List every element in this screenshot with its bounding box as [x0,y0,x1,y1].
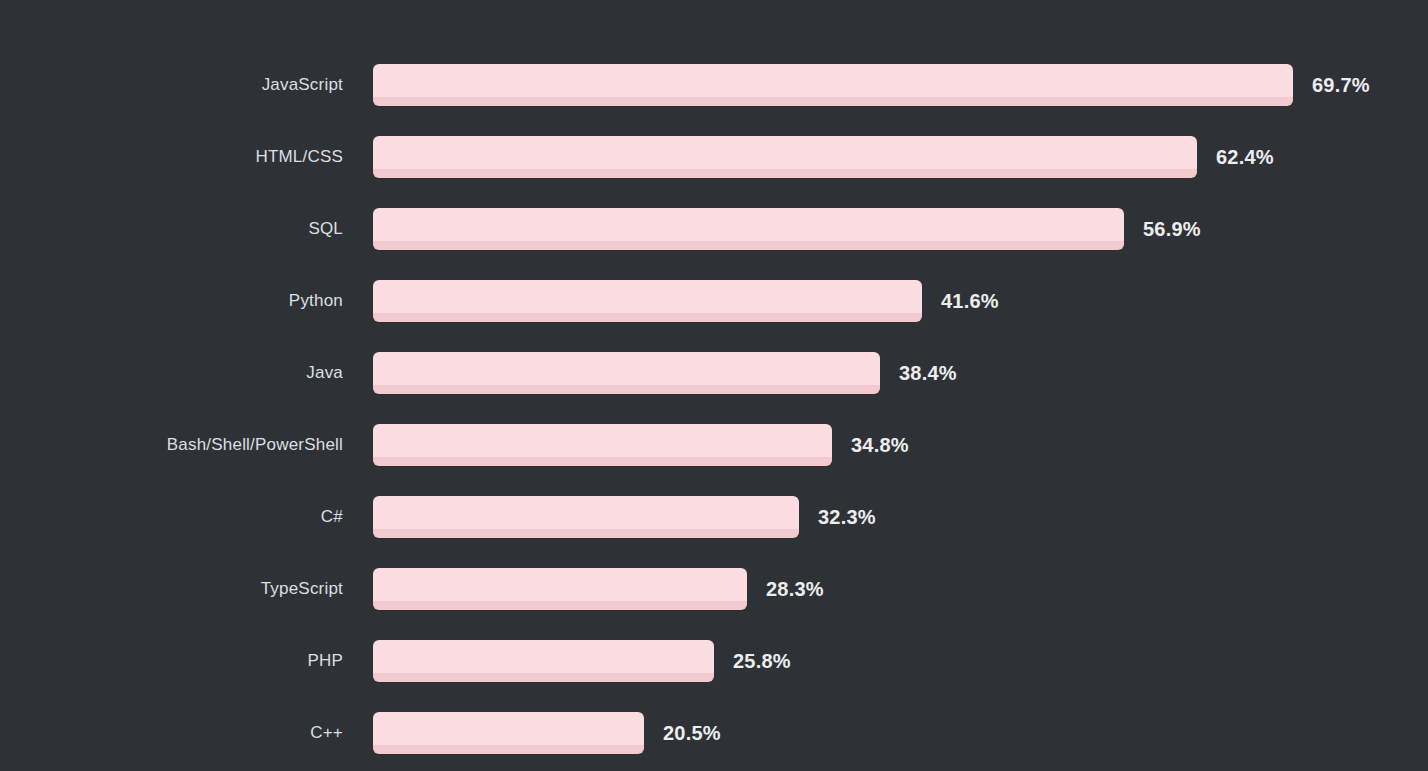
bar-row: JavaScript 69.7% [0,49,1428,121]
value-label: 62.4% [1216,146,1274,169]
category-label: SQL [0,219,343,239]
value-label: 69.7% [1312,74,1370,97]
bar-track: 28.3% [373,568,824,610]
category-label: Java [0,363,343,383]
bar-track: 32.3% [373,496,876,538]
value-label: 25.8% [733,650,791,673]
bar-row: Python 41.6% [0,265,1428,337]
bar-track: 62.4% [373,136,1274,178]
category-label: C# [0,507,343,527]
bar-row: Bash/Shell/PowerShell 34.8% [0,409,1428,481]
bar [373,136,1197,178]
bar-row: C++ 20.5% [0,697,1428,769]
chart-background: JavaScript 69.7% HTML/CSS 62.4% SQL 56.9% Pyth… [0,0,1428,771]
category-label: Bash/Shell/PowerShell [0,435,343,455]
category-label: Python [0,291,343,311]
value-label: 20.5% [663,722,721,745]
bar [373,64,1293,106]
bar-track: 69.7% [373,64,1370,106]
bar-row: Java 38.4% [0,337,1428,409]
bar-track: 38.4% [373,352,957,394]
value-label: 32.3% [818,506,876,529]
bar-chart: JavaScript 69.7% HTML/CSS 62.4% SQL 56.9% Pyth… [0,49,1428,769]
bar [373,352,880,394]
bar [373,640,714,682]
category-label: JavaScript [0,75,343,95]
bar [373,208,1124,250]
category-label: TypeScript [0,579,343,599]
bar [373,424,832,466]
value-label: 41.6% [941,290,999,313]
category-label: C++ [0,723,343,743]
bar-track: 56.9% [373,208,1201,250]
bar [373,280,922,322]
bar-track: 20.5% [373,712,721,754]
bar-track: 41.6% [373,280,999,322]
bar-track: 34.8% [373,424,909,466]
category-label: PHP [0,651,343,671]
bar [373,712,644,754]
bar-row: SQL 56.9% [0,193,1428,265]
bar-row: PHP 25.8% [0,625,1428,697]
bar [373,496,799,538]
value-label: 28.3% [766,578,824,601]
value-label: 56.9% [1143,218,1201,241]
category-label: HTML/CSS [0,147,343,167]
bar-track: 25.8% [373,640,791,682]
bar-row: C# 32.3% [0,481,1428,553]
bar-row: TypeScript 28.3% [0,553,1428,625]
bar-row: HTML/CSS 62.4% [0,121,1428,193]
value-label: 38.4% [899,362,957,385]
bar [373,568,747,610]
value-label: 34.8% [851,434,909,457]
